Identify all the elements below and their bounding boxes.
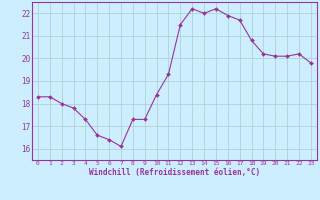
X-axis label: Windchill (Refroidissement éolien,°C): Windchill (Refroidissement éolien,°C): [89, 168, 260, 177]
